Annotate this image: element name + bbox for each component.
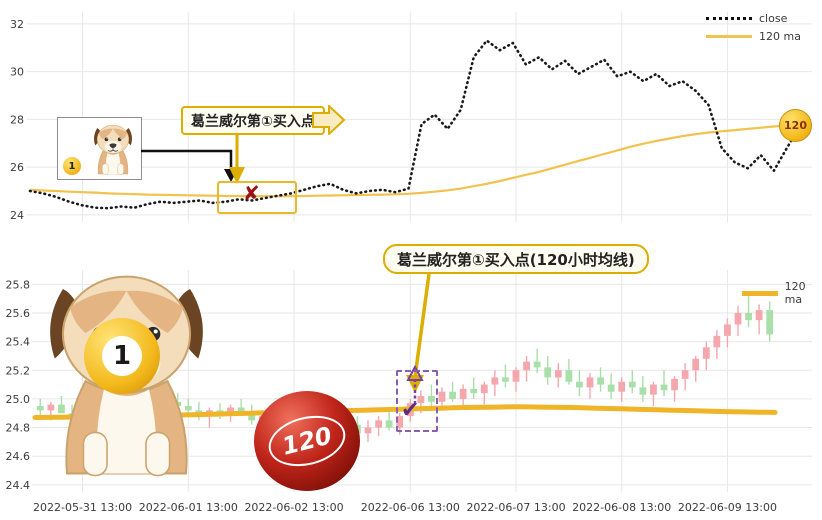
number-1-ball: 1 (84, 318, 160, 394)
candle-body (459, 388, 467, 399)
ma-120-badge: 120 (779, 109, 812, 142)
candle-body (364, 427, 372, 434)
candle-body (544, 367, 552, 378)
top-annotation-label: 葛兰威尔第①买入点 (191, 113, 315, 130)
number-1-ball-label: 1 (102, 336, 142, 376)
legend-item-close: close (706, 12, 801, 25)
x-tick-label: 2022-06-01 13:00 (139, 501, 238, 514)
candle-body (491, 377, 499, 385)
annotation-right-arrow-icon (312, 105, 346, 135)
ma-line-top (29, 123, 801, 198)
bottom-chart-legend: 120 ma (742, 280, 822, 306)
y-tick-label: 25.8 (6, 278, 31, 291)
candle-body (702, 347, 710, 359)
top-chart-legend: close 120 ma (706, 12, 801, 43)
candle-body (36, 406, 44, 411)
candle-body (523, 361, 530, 371)
candle-body (449, 391, 456, 399)
buy-point-check-marker: ✔ (401, 398, 420, 423)
candle-body (755, 310, 763, 321)
candle-body (375, 420, 382, 428)
candle-body (512, 370, 520, 382)
candle-body (47, 404, 55, 411)
y-tick-label: 26 (10, 161, 24, 174)
x-tick-label: 2022-05-31 13:00 (33, 501, 132, 514)
legend-item-120ma: 120 ma (706, 30, 801, 43)
candle-body (597, 377, 604, 385)
small-ball-label: 1 (68, 160, 76, 172)
top-buy-point-annotation: 葛兰威尔第①买入点 (181, 106, 325, 135)
y-tick-label: 25.4 (6, 336, 31, 349)
x-tick-label: 2022-06-06 13:00 (361, 501, 460, 514)
ma-thick-swatch (742, 290, 778, 296)
candle-body (639, 387, 647, 395)
y-tick-label: 25.6 (6, 307, 31, 320)
candle-body (576, 381, 583, 388)
bottom-annotation-label: 葛兰威尔第①买入点(120小时均线) (397, 250, 635, 269)
number-1-ball-small: 1 (63, 157, 81, 175)
candle-body (248, 411, 256, 421)
y-tick-label: 24.6 (6, 450, 31, 463)
candle-body (470, 388, 478, 394)
x-tick-label: 2022-06-08 13:00 (572, 501, 671, 514)
buy-point-x-marker: ✘ (243, 181, 260, 205)
candle-body (671, 378, 678, 391)
candle-body (184, 406, 192, 411)
candle-body (586, 377, 594, 388)
buy-region-highlight (217, 181, 297, 214)
candle-body (480, 384, 488, 394)
candle-body (58, 404, 65, 414)
y-tick-label: 28 (10, 113, 24, 126)
legend-ma-label: 120 ma (759, 30, 801, 43)
candle-body (734, 312, 742, 325)
candle-body (428, 396, 435, 402)
candle-body (565, 370, 573, 382)
legend-close-label: close (759, 12, 788, 25)
close-line (28, 39, 802, 210)
candle-body (713, 335, 721, 348)
legend-item-120ma-bottom: 120 ma (742, 280, 822, 306)
dog-photo-box: 1 (57, 117, 142, 180)
x-tick-label: 2022-06-07 13:00 (466, 501, 565, 514)
candle-body (766, 310, 774, 335)
candle-body (681, 370, 689, 379)
y-tick-label: 24.8 (6, 422, 31, 435)
y-tick-label: 25.2 (6, 364, 31, 377)
candle-body (692, 358, 700, 371)
y-tick-label: 24 (10, 209, 24, 222)
x-tick-label: 2022-06-09 13:00 (678, 501, 777, 514)
y-tick-label: 25.0 (6, 393, 31, 406)
candle-body (417, 396, 425, 404)
y-tick-label: 24.4 (6, 479, 31, 492)
candle-body (745, 312, 752, 321)
x-tick-label: 2022-06-02 13:00 (244, 501, 343, 514)
close-line-swatch (706, 17, 752, 20)
candle-body (607, 384, 615, 392)
y-tick-label: 32 (10, 18, 24, 31)
candle-body (554, 370, 562, 378)
small-dog-illustration (87, 121, 139, 177)
candle-body (533, 361, 541, 368)
candle-body (502, 377, 509, 382)
candle-body (650, 384, 657, 395)
candle-body (237, 407, 245, 412)
ma-line-swatch (706, 35, 752, 38)
number-120-ball: 120 (254, 391, 360, 491)
candle-body (618, 381, 626, 392)
legend-ma-bottom-label: 120 ma (784, 280, 806, 306)
candle-body (660, 384, 668, 391)
candle-body (385, 420, 393, 428)
candle-body (227, 407, 234, 414)
number-120-ball-label: 120 (263, 408, 351, 474)
bottom-buy-point-annotation: 葛兰威尔第①买入点(120小时均线) (383, 244, 649, 274)
candle-body (438, 391, 446, 402)
y-tick-label: 30 (10, 66, 24, 79)
candle-body (396, 416, 404, 428)
candle-body (628, 381, 636, 388)
candle-body (724, 324, 731, 336)
